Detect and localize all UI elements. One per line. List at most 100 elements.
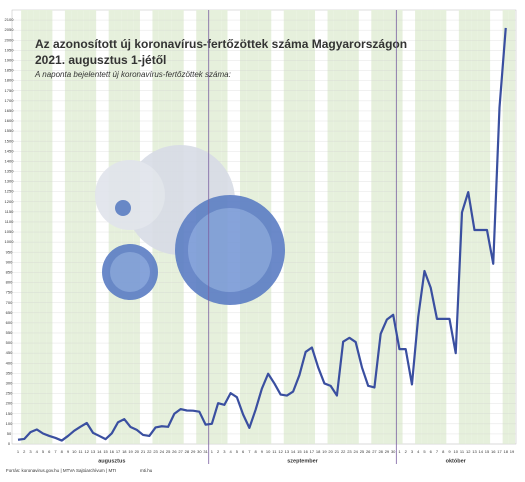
y-tick-label: 750 (6, 290, 13, 295)
y-tick-label: 50 (7, 431, 12, 436)
y-tick-label: 650 (6, 310, 13, 315)
x-tick-label: 8 (442, 449, 445, 454)
x-tick-label: 13 (285, 449, 290, 454)
x-tick-label: 27 (178, 449, 183, 454)
weekday-band (346, 10, 353, 444)
x-tick-label: 26 (172, 449, 177, 454)
y-tick-label: 1000 (5, 239, 15, 244)
y-tick-label: 400 (6, 360, 13, 365)
weekday-band (396, 10, 403, 444)
x-tick-label: 16 (110, 449, 115, 454)
x-tick-label: 13 (91, 449, 96, 454)
weekday-band (508, 10, 516, 444)
y-tick-label: 850 (6, 269, 13, 274)
x-tick-label: 17 (116, 449, 121, 454)
x-tick-label: 16 (303, 449, 308, 454)
weekday-band (46, 10, 53, 444)
weekday-band (83, 10, 90, 444)
y-tick-label: 1450 (5, 148, 15, 153)
x-tick-label: 10 (72, 449, 77, 454)
x-tick-label: 6 (242, 449, 245, 454)
x-tick-label: 8 (61, 449, 64, 454)
x-tick-label: 24 (160, 449, 165, 454)
weekday-band (433, 10, 441, 444)
x-tick-label: 15 (103, 449, 108, 454)
y-tick-label: 1550 (5, 128, 15, 133)
weekday-band (352, 10, 359, 444)
weekday-band (383, 10, 391, 444)
y-tick-label: 1650 (5, 108, 15, 113)
x-tick-label: 14 (291, 449, 296, 454)
y-tick-label: 900 (6, 259, 13, 264)
x-tick-label: 30 (197, 449, 202, 454)
x-tick-label: 25 (360, 449, 365, 454)
x-tick-label: 23 (153, 449, 158, 454)
x-tick-label: 7 (54, 449, 57, 454)
weekday-band (39, 10, 47, 444)
source: Forrás: koronavirus.gov.hu | MTVA Sajtóa… (6, 468, 116, 473)
x-tick-label: 11 (272, 449, 277, 454)
x-tick-label: 21 (141, 449, 146, 454)
y-tick-label: 1050 (5, 229, 15, 234)
x-tick-label: 12 (466, 449, 471, 454)
weekday-band (302, 10, 309, 444)
y-tick-label: 800 (6, 280, 13, 285)
x-tick-label: 1 (211, 449, 214, 454)
weekday-band (283, 10, 291, 444)
y-tick-label: 300 (6, 381, 13, 386)
y-tick-label: 550 (6, 330, 13, 335)
y-tick-label: 1400 (5, 158, 15, 163)
x-tick-label: 20 (328, 449, 333, 454)
weekday-band (421, 10, 428, 444)
x-tick-label: 26 (366, 449, 371, 454)
x-tick-label: 15 (485, 449, 490, 454)
x-tick-label: 19 (128, 449, 133, 454)
weekday-band (89, 10, 97, 444)
data-line (17, 27, 507, 442)
site: mti.hu (140, 468, 153, 473)
x-tick-label: 10 (453, 449, 458, 454)
weekday-band (477, 10, 484, 444)
y-tick-label: 500 (6, 340, 13, 345)
weekday-band (390, 10, 397, 444)
weekday-band (296, 10, 303, 444)
x-tick-label: 18 (122, 449, 127, 454)
weekday-band (21, 10, 28, 444)
x-tick-label: 12 (278, 449, 283, 454)
y-tick-label: 350 (6, 370, 13, 375)
y-tick-label: 2050 (5, 27, 15, 32)
weekday-band (33, 10, 40, 444)
weekday-band (27, 10, 34, 444)
y-tick-label: 600 (6, 320, 13, 325)
y-tick-label: 100 (6, 421, 13, 426)
y-tick-label: 1700 (5, 98, 15, 103)
chart-subtitle: A naponta bejelentett új koronavírus-fer… (34, 70, 231, 79)
weekday-band (377, 10, 384, 444)
x-tick-label: 4 (417, 449, 420, 454)
x-tick-label: 28 (185, 449, 190, 454)
month-label: augusztus (98, 458, 125, 464)
x-tick-label: 11 (78, 449, 83, 454)
x-tick-label: 17 (310, 449, 315, 454)
weekday-band (415, 10, 422, 444)
y-tick-label: 2000 (5, 37, 15, 42)
x-tick-label: 21 (335, 449, 340, 454)
x-tick-label: 22 (147, 449, 152, 454)
x-tick-label: 28 (378, 449, 383, 454)
weekday-band (333, 10, 341, 444)
weekday-band (108, 10, 115, 444)
y-tick-label: 0 (8, 441, 11, 446)
x-tick-label: 22 (341, 449, 346, 454)
weekday-band (483, 10, 491, 444)
x-tick-label: 19 (510, 449, 515, 454)
x-tick-label: 9 (448, 449, 451, 454)
x-tick-label: 10 (266, 449, 271, 454)
weekday-band (502, 10, 509, 444)
x-tick-label: 27 (372, 449, 377, 454)
x-tick-label: 9 (67, 449, 70, 454)
y-tick-label: 1900 (5, 58, 15, 63)
weekday-band (308, 10, 316, 444)
x-tick-label: 4 (229, 449, 232, 454)
x-tick-label: 17 (497, 449, 502, 454)
x-tick-label: 6 (48, 449, 51, 454)
